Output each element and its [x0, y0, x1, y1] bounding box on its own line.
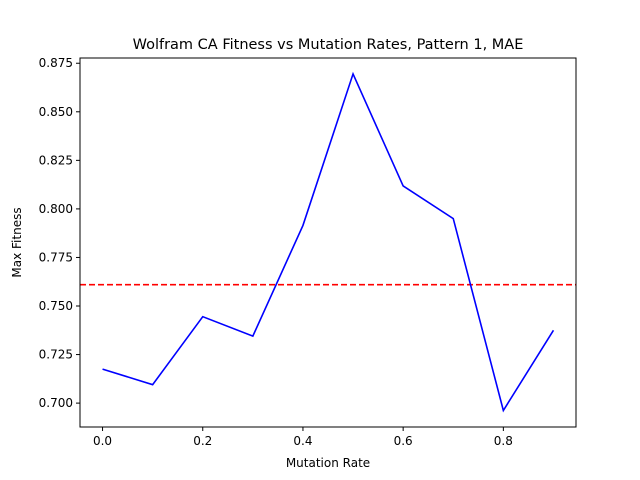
y-tick-label: 0.750 [39, 299, 73, 313]
y-tick-label: 0.850 [39, 105, 73, 119]
x-tick-label: 0.6 [394, 434, 413, 448]
x-tick-label: 0.0 [93, 434, 112, 448]
y-tick-label: 0.875 [39, 56, 73, 70]
plot-area-frame [79, 57, 577, 428]
y-axis-label: Max Fitness [10, 207, 24, 277]
y-tick-label: 0.775 [39, 250, 73, 264]
series-line [102, 71, 555, 413]
y-tick-label: 0.725 [39, 348, 73, 362]
y-tick-label: 0.800 [39, 202, 73, 216]
y-tick-label: 0.700 [39, 396, 73, 410]
x-tick-label: 0.2 [193, 434, 212, 448]
y-tick-label: 0.825 [39, 153, 73, 167]
x-axis-label: Mutation Rate [286, 456, 370, 470]
x-tick-label: 0.8 [494, 434, 513, 448]
chart-title: Wolfram CA Fitness vs Mutation Rates, Pa… [133, 37, 524, 53]
x-tick-label: 0.4 [293, 434, 312, 448]
